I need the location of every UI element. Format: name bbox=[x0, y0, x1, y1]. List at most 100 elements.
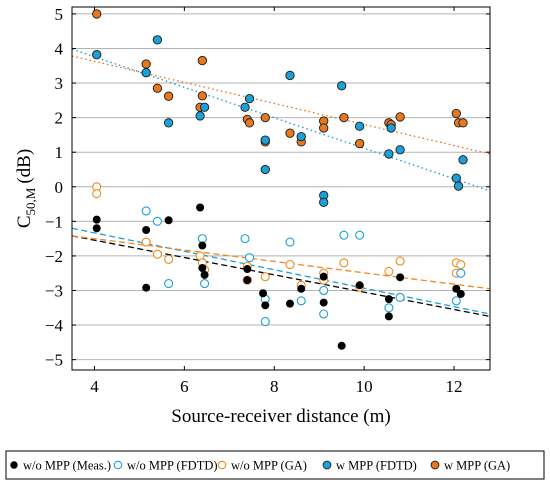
data-point-series-0 bbox=[396, 273, 405, 282]
data-point-series-3 bbox=[260, 135, 270, 145]
data-point-series-0 bbox=[164, 216, 173, 225]
data-point-series-0 bbox=[92, 215, 101, 224]
data-point-series-4 bbox=[319, 123, 329, 133]
trendline-2 bbox=[71, 235, 491, 290]
y-tick-label: −3 bbox=[45, 281, 63, 300]
y-tick-label: −5 bbox=[45, 351, 63, 370]
data-point-series-0 bbox=[319, 298, 328, 307]
data-point-series-0 bbox=[92, 224, 101, 233]
data-point-series-2 bbox=[339, 258, 349, 268]
x-tick-label: 10 bbox=[356, 377, 373, 396]
legend: w/o MPP (Meas.) w/o MPP (FDTD) w/o MPP (GA… bbox=[5, 450, 545, 480]
data-point-series-0 bbox=[319, 272, 328, 281]
y-tick-label: 5 bbox=[55, 5, 64, 24]
data-point-series-3 bbox=[453, 181, 464, 191]
data-point-series-3 bbox=[244, 93, 255, 104]
legend-items: w/o MPP (Meas.) w/o MPP (FDTD) w/o MPP (GA… bbox=[10, 459, 510, 473]
grid-layer bbox=[72, 13, 490, 361]
y-tick-label: −4 bbox=[45, 316, 64, 335]
data-point-series-3 bbox=[337, 81, 347, 91]
data-point-series-3 bbox=[260, 164, 270, 175]
data-point-series-0 bbox=[198, 264, 207, 273]
x-axis-title: Source-receiver distance (m) bbox=[171, 406, 390, 427]
data-point-series-2 bbox=[260, 272, 270, 282]
data-point-series-0 bbox=[261, 301, 270, 310]
legend-label-3: w MPP (FDTD) bbox=[336, 459, 417, 473]
data-point-series-1 bbox=[319, 309, 329, 319]
legend-marker-1 bbox=[113, 460, 123, 470]
data-point-series-3 bbox=[451, 173, 461, 183]
data-point-series-0 bbox=[198, 241, 207, 250]
y-axis-title: C50,M (dB) bbox=[14, 149, 38, 228]
data-point-series-1 bbox=[152, 216, 162, 226]
data-point-series-3 bbox=[195, 111, 205, 121]
y-tick-label: 0 bbox=[55, 178, 64, 197]
x-tick-label: 8 bbox=[270, 377, 279, 396]
trendline-4 bbox=[71, 55, 491, 155]
data-point-series-4 bbox=[163, 91, 174, 101]
legend-label-4: w MPP (GA) bbox=[444, 459, 510, 473]
data-point-series-4 bbox=[339, 112, 349, 123]
data-point-series-3 bbox=[285, 70, 295, 81]
data-point-series-3 bbox=[199, 102, 210, 112]
data-point-series-0 bbox=[452, 284, 461, 293]
data-point-series-2 bbox=[92, 189, 102, 199]
data-point-series-1 bbox=[384, 303, 394, 313]
data-point-series-4 bbox=[355, 138, 365, 149]
data-point-series-1 bbox=[456, 268, 466, 278]
y-axis-title-unit: (dB) bbox=[14, 149, 35, 184]
y-tick-label: −2 bbox=[45, 247, 63, 266]
legend-marker-3 bbox=[322, 460, 332, 470]
data-point-series-0 bbox=[355, 281, 364, 290]
data-point-series-1 bbox=[451, 296, 461, 306]
y-tick-label: 4 bbox=[55, 39, 64, 58]
legend-marker-0 bbox=[10, 461, 18, 469]
x-tick-label: 12 bbox=[446, 377, 463, 396]
data-point-series-1 bbox=[285, 237, 295, 247]
legend-marker-2 bbox=[217, 460, 227, 470]
x-tick-label: 6 bbox=[180, 377, 189, 396]
legend-label-1: w/o MPP (FDTD) bbox=[127, 459, 218, 473]
data-point-series-3 bbox=[163, 118, 174, 128]
y-tick-label: 3 bbox=[55, 74, 64, 93]
y-tick-label: 2 bbox=[55, 109, 64, 128]
data-point-series-3 bbox=[355, 121, 365, 131]
data-point-series-0 bbox=[384, 295, 393, 304]
data-point-series-1 bbox=[141, 206, 151, 216]
data-point-series-1 bbox=[244, 253, 255, 263]
trendline-3 bbox=[71, 48, 491, 192]
data-point-series-2 bbox=[141, 237, 151, 247]
data-point-series-3 bbox=[386, 123, 396, 133]
x-tick-label: 4 bbox=[90, 377, 99, 396]
data-point-series-4 bbox=[244, 118, 255, 128]
data-point-series-3 bbox=[296, 131, 306, 142]
data-point-series-0 bbox=[297, 284, 306, 293]
data-point-series-4 bbox=[197, 91, 207, 101]
data-point-series-0 bbox=[259, 289, 268, 298]
data-point-series-1 bbox=[339, 230, 349, 240]
data-point-series-0 bbox=[384, 312, 393, 321]
data-point-series-1 bbox=[296, 296, 306, 306]
data-point-series-2 bbox=[164, 254, 174, 264]
data-point-series-3 bbox=[384, 149, 394, 159]
legend-label-2: w/o MPP (GA) bbox=[231, 459, 307, 473]
data-point-series-4 bbox=[260, 112, 270, 123]
data-point-series-4 bbox=[141, 59, 151, 69]
trendline-1 bbox=[71, 227, 491, 315]
data-point-series-4 bbox=[197, 55, 207, 66]
data-point-series-0 bbox=[243, 265, 252, 274]
data-point-series-1 bbox=[164, 279, 174, 289]
data-point-series-1 bbox=[355, 230, 365, 240]
data-point-series-4 bbox=[458, 118, 468, 128]
data-point-series-2 bbox=[395, 256, 405, 266]
data-point-series-0 bbox=[196, 203, 205, 212]
data-point-series-0 bbox=[142, 283, 151, 292]
legend-label-0: w/o MPP (Meas.) bbox=[23, 459, 111, 473]
data-point-series-3 bbox=[141, 68, 151, 78]
data-point-series-0 bbox=[243, 276, 252, 285]
y-axis-title-main: C bbox=[14, 215, 35, 228]
data-point-series-4 bbox=[451, 108, 461, 119]
y-axis-title-subscript: 50,M bbox=[23, 187, 38, 215]
